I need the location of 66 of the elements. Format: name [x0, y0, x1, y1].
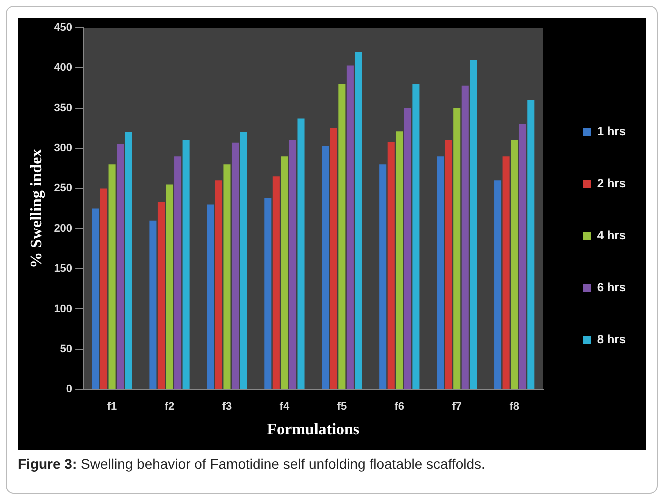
x-tick-label: f7 [452, 401, 462, 414]
bar [92, 208, 100, 390]
y-tick-label: 300 [54, 142, 73, 155]
x-tick-label: f3 [222, 401, 232, 414]
bar [437, 156, 444, 390]
bar [166, 184, 174, 390]
y-tick-label: 400 [54, 62, 73, 74]
bar [224, 164, 231, 390]
bar [108, 164, 116, 390]
y-axis-title: % Swelling index [28, 149, 46, 268]
legend-label: 2 hrs [597, 176, 626, 190]
bar [272, 176, 280, 390]
bar [502, 156, 510, 390]
y-tick-label: 450 [54, 22, 73, 34]
caption: Figure 3: Swelling behavior of Famotidine self unfolding floatable scaffolds. [18, 456, 486, 472]
x-axis-title: Formulations [267, 422, 360, 439]
bar [338, 84, 346, 390]
bar [396, 132, 404, 390]
bar [117, 144, 124, 390]
legend-label: 8 hrs [597, 332, 626, 346]
bar [100, 188, 108, 390]
bar [355, 52, 362, 390]
bar [412, 84, 420, 390]
bar [281, 156, 288, 390]
bar [207, 204, 214, 390]
bar [322, 146, 330, 390]
y-tick-label: 250 [54, 182, 73, 195]
bar [346, 66, 354, 390]
y-tick-label: 150 [54, 263, 73, 276]
y-tick-label: 100 [54, 303, 73, 316]
bar [454, 108, 461, 390]
bar [519, 124, 526, 390]
bar [494, 180, 502, 390]
legend-label: 6 hrs [597, 280, 626, 294]
x-tick-label: f8 [510, 401, 520, 414]
bar [158, 202, 165, 390]
bar [388, 142, 395, 390]
legend-label: 4 hrs [597, 228, 626, 242]
bar [150, 220, 157, 390]
bar [182, 140, 190, 390]
bar [264, 198, 272, 390]
bar [240, 132, 248, 390]
bar [125, 132, 132, 390]
bar [404, 108, 412, 390]
bar [289, 140, 296, 390]
legend-label: 1 hrs [597, 124, 626, 138]
x-tick-label: f4 [280, 401, 290, 414]
x-tick-label: f5 [337, 401, 348, 414]
bar [380, 164, 387, 390]
y-tick-label: 0 [66, 384, 73, 396]
x-tick-label: f2 [164, 401, 175, 414]
bar [511, 140, 518, 390]
bar [470, 60, 478, 390]
bar [232, 142, 240, 390]
bar [445, 140, 452, 390]
bar [330, 128, 338, 390]
x-tick-label: f6 [394, 401, 405, 414]
y-tick-label: 200 [54, 222, 73, 235]
x-tick-label: f1 [107, 401, 118, 414]
bar [462, 86, 469, 390]
bar [298, 118, 305, 390]
y-tick-label: 50 [60, 343, 73, 356]
y-tick-label: 350 [54, 102, 73, 114]
bar [174, 156, 182, 390]
bar [215, 180, 222, 390]
bar [528, 100, 535, 390]
